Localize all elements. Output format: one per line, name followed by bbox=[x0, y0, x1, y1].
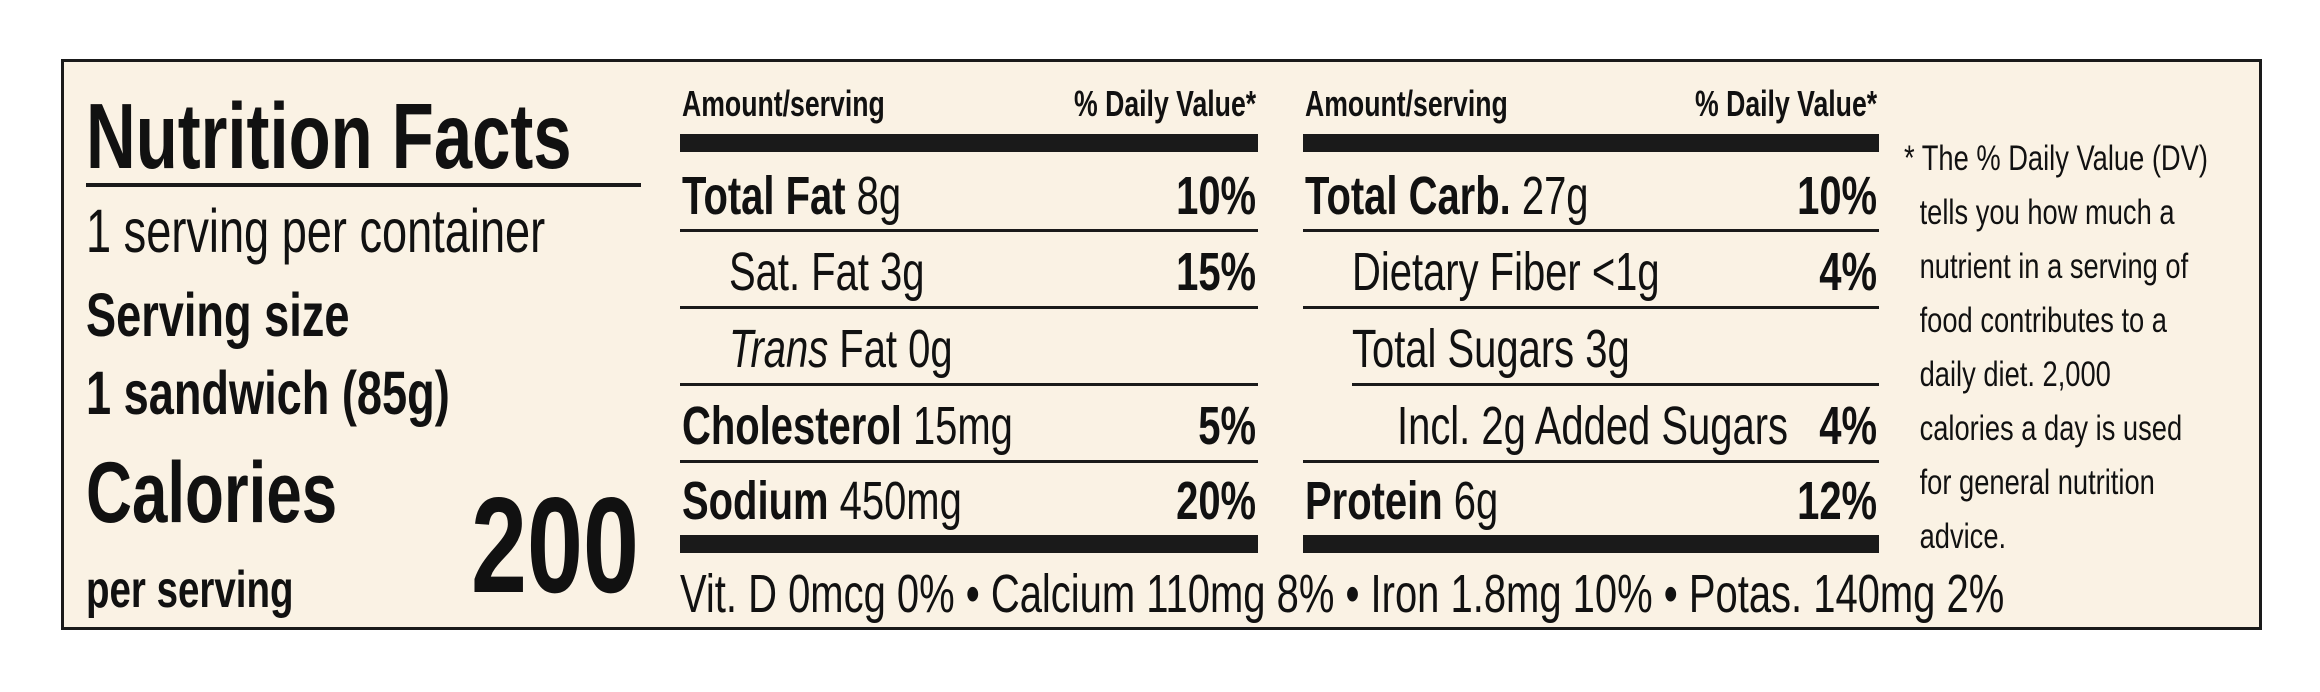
left-header-dv: % Daily Value* bbox=[1073, 83, 1256, 124]
added-sugars-row: Incl. 2g Added Sugars bbox=[1397, 399, 1788, 453]
sodium-row: Sodium 450mg bbox=[682, 474, 962, 528]
sat-fat-dv: 15% bbox=[1176, 242, 1256, 302]
calories-value: 200 bbox=[471, 469, 639, 621]
cholesterol-name: Cholesterol bbox=[682, 396, 902, 456]
dietary-fiber-dv: 4% bbox=[1819, 242, 1877, 302]
cholesterol-dv: 5% bbox=[1198, 396, 1256, 456]
trans-fat-name: Trans bbox=[729, 319, 829, 379]
dietary-fiber-row: Dietary Fiber <1g bbox=[1352, 245, 1660, 299]
row-divider bbox=[680, 306, 1258, 309]
right-header-dv: % Daily Value* bbox=[1694, 83, 1877, 124]
sodium-amount: 450mg bbox=[839, 471, 962, 531]
protein-row: Protein 6g bbox=[1305, 474, 1498, 528]
total-carb-dv: 10% bbox=[1797, 166, 1877, 226]
sodium-name: Sodium bbox=[682, 471, 829, 531]
row-divider bbox=[1303, 229, 1879, 232]
label-title: Nutrition Facts bbox=[86, 84, 572, 188]
row-divider bbox=[680, 460, 1258, 463]
dietary-fiber-name: Dietary Fiber bbox=[1352, 242, 1581, 302]
row-divider bbox=[1352, 383, 1879, 386]
total-fat-amount: 8g bbox=[856, 166, 902, 226]
total-sugars-name: Total Sugars bbox=[1352, 319, 1575, 379]
protein-amount: 6g bbox=[1453, 471, 1499, 531]
total-carb-amount: 27g bbox=[1521, 166, 1589, 226]
added-sugars-dv: 4% bbox=[1819, 396, 1877, 456]
added-sugars-name: Incl. 2g Added Sugars bbox=[1397, 396, 1788, 456]
footnote-line: nutrient in a serving of bbox=[1919, 247, 2189, 286]
footnote-line: calories a day is used bbox=[1919, 409, 2183, 448]
dietary-fiber-amount: <1g bbox=[1591, 242, 1660, 302]
footnote-line: daily diet. 2,000 bbox=[1919, 355, 2111, 394]
cholesterol-amount: 15mg bbox=[912, 396, 1013, 456]
sat-fat-amount: 3g bbox=[880, 242, 925, 302]
calories-label: Calories bbox=[86, 445, 338, 541]
footnote-line: tells you how much a bbox=[1919, 193, 2175, 232]
trans-fat-row: Trans Fat 0g bbox=[729, 322, 953, 376]
cholesterol-row: Cholesterol 15mg bbox=[682, 399, 1013, 453]
total-fat-dv: 10% bbox=[1176, 166, 1256, 226]
title-divider bbox=[86, 183, 641, 187]
row-divider bbox=[1303, 306, 1879, 309]
total-fat-row: Total Fat 8g bbox=[682, 169, 901, 223]
right-bottom-bar bbox=[1303, 535, 1879, 553]
vitamins-minerals-line: Vit. D 0mcg 0% • Calcium 110mg 8% • Iron… bbox=[680, 564, 2005, 624]
right-thick-bar bbox=[1303, 134, 1879, 152]
left-thick-bar bbox=[680, 134, 1258, 152]
sat-fat-name: Sat. Fat bbox=[729, 242, 869, 302]
nutrition-label: Nutrition Facts 1 serving per container … bbox=[61, 59, 2262, 630]
calories-sublabel: per serving bbox=[86, 561, 294, 619]
total-sugars-row: Total Sugars 3g bbox=[1352, 322, 1630, 376]
total-sugars-amount: 3g bbox=[1585, 319, 1630, 379]
protein-dv: 12% bbox=[1797, 471, 1877, 531]
total-carb-name: Total Carb. bbox=[1305, 166, 1511, 226]
footnote-line: * The % Daily Value (DV) bbox=[1904, 139, 2208, 178]
row-divider bbox=[1303, 460, 1879, 463]
row-divider bbox=[680, 383, 1258, 386]
right-header-amount: Amount/serving bbox=[1305, 83, 1508, 124]
left-bottom-bar bbox=[680, 535, 1258, 553]
row-divider bbox=[680, 229, 1258, 232]
sat-fat-row: Sat. Fat 3g bbox=[729, 245, 924, 299]
footnote-line: food contributes to a bbox=[1919, 301, 2167, 340]
sodium-dv: 20% bbox=[1176, 471, 1256, 531]
footnote-line: for general nutrition bbox=[1919, 463, 2155, 502]
total-fat-name: Total Fat bbox=[682, 166, 846, 226]
daily-value-footnote: * The % Daily Value (DV) tells you how m… bbox=[1904, 132, 2254, 564]
footnote-line: advice. bbox=[1919, 517, 2007, 556]
total-carb-row: Total Carb. 27g bbox=[1305, 169, 1589, 223]
servings-per-container: 1 serving per container bbox=[86, 197, 546, 265]
trans-fat-amount: Fat 0g bbox=[839, 319, 953, 379]
left-header-amount: Amount/serving bbox=[682, 83, 885, 124]
protein-name: Protein bbox=[1305, 471, 1443, 531]
serving-size-label: Serving size bbox=[86, 281, 350, 349]
serving-size-value: 1 sandwich (85g) bbox=[86, 359, 450, 427]
